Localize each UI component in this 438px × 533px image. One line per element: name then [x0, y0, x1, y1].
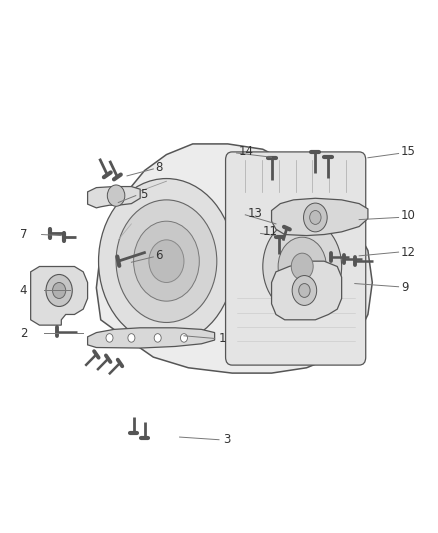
Circle shape — [292, 276, 317, 305]
Text: 1: 1 — [219, 332, 226, 345]
Text: 6: 6 — [155, 249, 163, 262]
Polygon shape — [88, 328, 215, 348]
Text: 14: 14 — [239, 146, 254, 158]
Circle shape — [99, 179, 234, 344]
Circle shape — [310, 211, 321, 224]
Text: 9: 9 — [401, 281, 408, 294]
Polygon shape — [272, 261, 342, 320]
Circle shape — [304, 203, 327, 232]
Circle shape — [149, 240, 184, 282]
Circle shape — [106, 334, 113, 342]
Circle shape — [107, 185, 125, 206]
Circle shape — [263, 219, 342, 314]
Text: 15: 15 — [401, 146, 416, 158]
Circle shape — [116, 200, 217, 322]
Circle shape — [180, 334, 187, 342]
Text: 2: 2 — [20, 327, 27, 340]
Circle shape — [53, 282, 66, 298]
Text: 10: 10 — [401, 209, 416, 222]
Polygon shape — [272, 198, 368, 236]
FancyBboxPatch shape — [226, 152, 366, 365]
Text: 11: 11 — [263, 225, 278, 238]
Circle shape — [134, 221, 199, 301]
Circle shape — [154, 334, 161, 342]
Circle shape — [128, 334, 135, 342]
Text: 12: 12 — [401, 246, 416, 259]
Text: 4: 4 — [20, 284, 27, 297]
Polygon shape — [88, 187, 140, 208]
Circle shape — [291, 253, 313, 280]
Text: 13: 13 — [247, 207, 262, 220]
Text: 7: 7 — [20, 228, 27, 241]
Text: 8: 8 — [155, 161, 163, 174]
Text: 5: 5 — [140, 188, 148, 201]
Circle shape — [46, 274, 72, 306]
Circle shape — [299, 284, 310, 297]
Circle shape — [278, 237, 326, 296]
Polygon shape — [96, 144, 372, 373]
Polygon shape — [31, 266, 88, 325]
Text: 3: 3 — [223, 433, 231, 446]
